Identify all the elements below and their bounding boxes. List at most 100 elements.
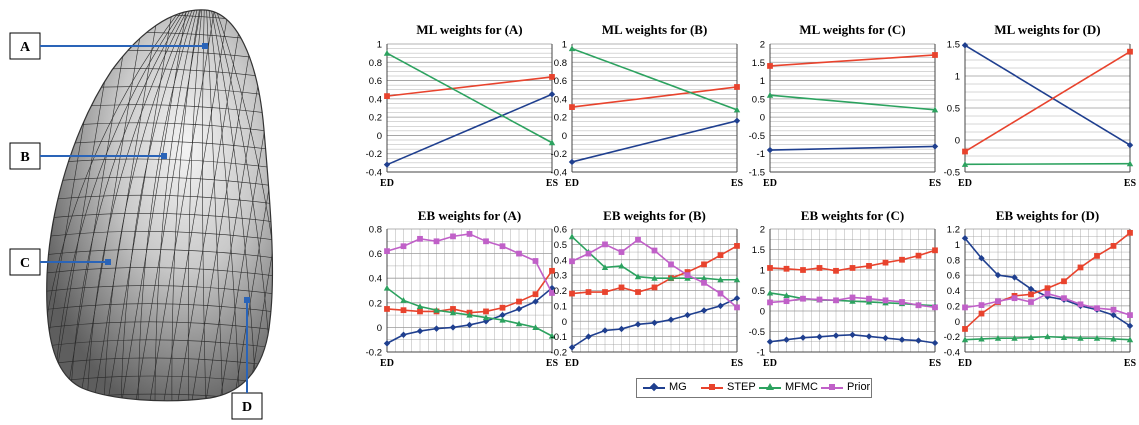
y-tick-label: 1.5 xyxy=(752,58,765,69)
x-category-label: ED xyxy=(763,178,777,189)
data-point xyxy=(499,316,506,323)
data-point xyxy=(1110,306,1117,313)
y-tick-label: 0.2 xyxy=(947,301,960,312)
data-point xyxy=(499,243,506,250)
y-tick-label: 0.6 xyxy=(369,249,382,260)
y-tick-label: 0.6 xyxy=(554,76,567,87)
legend: MG STEP MFMC Prior xyxy=(636,378,872,398)
y-tick-label: 0 xyxy=(760,113,765,124)
legend-label-mg: MG xyxy=(669,381,687,393)
data-point xyxy=(700,275,708,281)
y-tick-label: 0.5 xyxy=(752,286,765,297)
data-point xyxy=(931,339,939,347)
chart-5: EB weights for (A) -0.2 0 0.2 0.4 0.6 0.8 ED ES xyxy=(366,208,559,369)
series-mfmc xyxy=(383,284,556,339)
data-point xyxy=(1110,311,1117,319)
data-point xyxy=(866,263,872,269)
data-point xyxy=(1077,334,1084,341)
data-point xyxy=(449,324,457,331)
series-prior xyxy=(569,236,740,311)
data-point xyxy=(618,249,625,255)
y-tick-label: 0.2 xyxy=(554,113,567,124)
data-point xyxy=(898,336,906,343)
chart-title: ML weights for (D) xyxy=(994,22,1100,37)
legend-marker-step xyxy=(709,384,715,390)
data-point xyxy=(548,332,556,339)
series-mfmc xyxy=(383,49,556,146)
data-point xyxy=(569,104,575,110)
series-mg xyxy=(766,331,939,347)
data-point xyxy=(569,258,575,265)
y-tick-label: -0.2 xyxy=(366,348,382,359)
series-line xyxy=(571,86,738,108)
data-point xyxy=(931,106,939,113)
y-tick-label: 0.2 xyxy=(369,113,382,124)
data-point xyxy=(416,303,424,310)
data-point xyxy=(1011,274,1018,281)
data-point xyxy=(961,161,969,167)
data-point xyxy=(816,333,823,341)
legend-marker-mg xyxy=(649,382,659,392)
series-mg xyxy=(383,91,556,168)
data-point xyxy=(532,298,539,305)
data-point xyxy=(734,304,740,311)
data-point xyxy=(766,289,774,296)
x-category-label: ES xyxy=(731,178,744,189)
data-point xyxy=(1127,229,1133,236)
callout-d-label: D xyxy=(242,400,252,415)
y-tick-label: 0 xyxy=(760,307,765,318)
y-tick-label: 0.4 xyxy=(369,274,382,285)
series-line xyxy=(964,50,1131,153)
data-point xyxy=(833,267,839,274)
x-category-label: ED xyxy=(380,358,394,369)
legend-label-prior: Prior xyxy=(847,381,871,393)
data-point xyxy=(383,340,391,347)
y-tick-label: 0.2 xyxy=(369,298,382,309)
series-line xyxy=(386,52,553,144)
data-point xyxy=(832,332,840,339)
data-point xyxy=(932,304,938,311)
y-tick-label: 0 xyxy=(377,323,382,334)
data-point xyxy=(932,247,938,254)
series-mfmc xyxy=(568,45,741,113)
data-point xyxy=(932,52,938,58)
data-point xyxy=(532,291,539,298)
y-tick-label: 0.8 xyxy=(554,58,567,69)
y-tick-label: 0.3 xyxy=(554,271,567,282)
data-point xyxy=(549,290,555,296)
data-point xyxy=(915,252,922,259)
data-point xyxy=(601,327,609,334)
data-point xyxy=(800,267,806,273)
y-tick-label: -0.5 xyxy=(749,327,765,338)
chart-title: EB weights for (C) xyxy=(801,208,904,223)
data-point xyxy=(516,250,522,257)
data-point xyxy=(1027,334,1035,340)
y-tick-label: 0 xyxy=(562,131,567,142)
series-prior xyxy=(962,290,1133,318)
data-point xyxy=(383,161,391,168)
series-line xyxy=(769,145,936,151)
data-point xyxy=(978,255,985,262)
chart-title: ML weights for (A) xyxy=(416,22,522,37)
data-point xyxy=(701,279,707,286)
data-point xyxy=(717,276,724,283)
data-point xyxy=(466,311,473,318)
data-point xyxy=(882,334,889,342)
data-point xyxy=(684,272,691,279)
data-point xyxy=(433,306,440,313)
data-point xyxy=(618,325,625,333)
data-point xyxy=(961,336,969,343)
data-point xyxy=(783,292,790,298)
data-point xyxy=(634,273,642,280)
callout-b-label: B xyxy=(20,150,29,165)
data-point xyxy=(799,334,807,341)
x-category-label: ED xyxy=(958,178,972,189)
callout-d: D xyxy=(231,297,263,420)
y-tick-label: 2 xyxy=(760,225,765,236)
y-tick-label: 0.1 xyxy=(554,301,567,312)
data-point xyxy=(618,262,625,269)
data-point xyxy=(1011,295,1018,302)
y-tick-label: 0 xyxy=(377,131,382,142)
x-category-label: ES xyxy=(929,358,942,369)
